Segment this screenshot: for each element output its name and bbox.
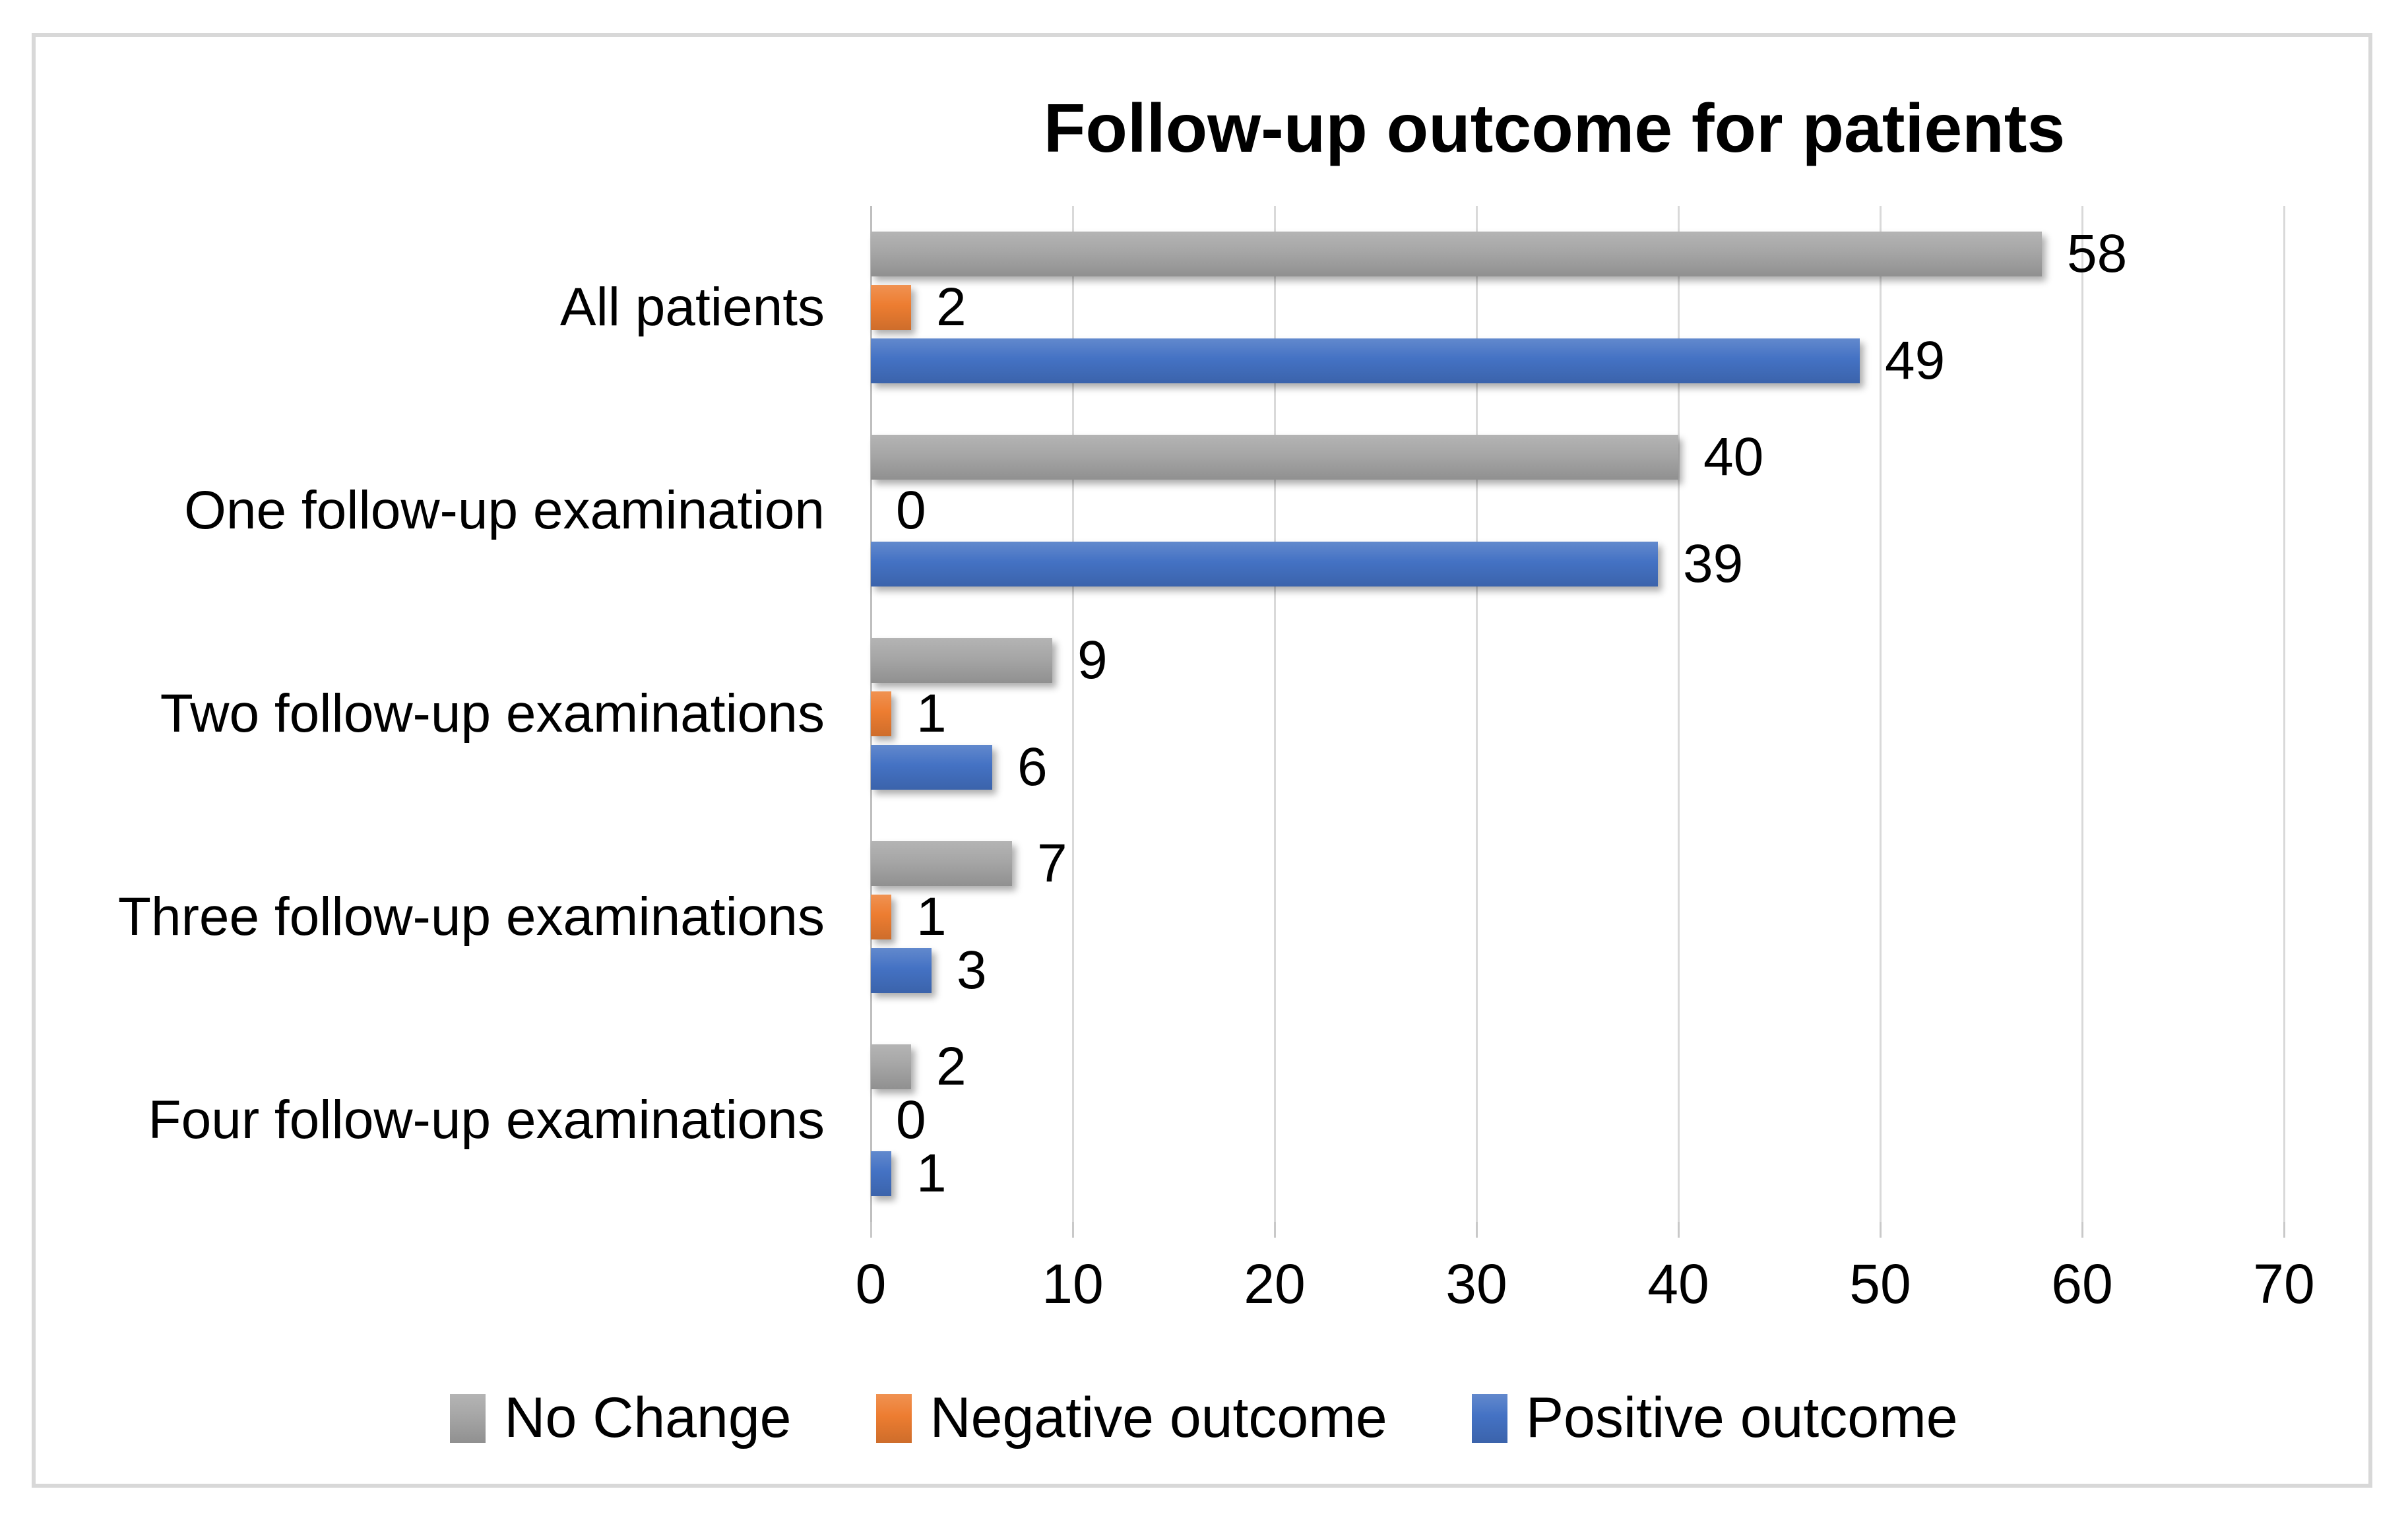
- legend-marker-icon: [1471, 1393, 1507, 1443]
- legend-item: No Change: [450, 1385, 792, 1451]
- bar-negative-outcome: [871, 691, 891, 736]
- data-label: 2: [936, 277, 966, 337]
- data-label: 1: [916, 683, 947, 744]
- x-axis-tick-label: 60: [2051, 1253, 2113, 1315]
- bar-positive-outcome: [871, 1151, 891, 1196]
- bar-no-change: [871, 638, 1052, 683]
- bar-positive-outcome: [871, 542, 1658, 587]
- axis-tick-mark: [1880, 1222, 1882, 1238]
- data-label: 0: [896, 1090, 926, 1150]
- axis-tick-mark: [2081, 1222, 2083, 1238]
- category-label: Four follow-up examinations: [148, 1090, 825, 1150]
- data-label: 1: [916, 887, 947, 947]
- axis-tick-mark: [1274, 1222, 1276, 1238]
- bar-no-change: [871, 232, 2042, 276]
- category-label: Two follow-up examinations: [160, 683, 825, 744]
- data-label: 0: [896, 480, 926, 540]
- data-label: 3: [957, 940, 987, 1000]
- category-label: One follow-up examination: [184, 480, 825, 540]
- bar-negative-outcome: [871, 285, 911, 330]
- gridline: [2283, 206, 2285, 1222]
- data-label: 2: [936, 1036, 966, 1096]
- data-label: 6: [1017, 737, 1048, 797]
- x-axis-tick-label: 70: [2253, 1253, 2315, 1315]
- plot-area: 58 2 49 40 0 39 9 1 6 7 1 3 2 0 1: [870, 206, 2285, 1222]
- x-axis-tick-label: 10: [1042, 1253, 1104, 1315]
- gridline: [1880, 206, 1882, 1222]
- bar-positive-outcome: [871, 338, 1860, 383]
- chart-title: Follow-up outcome for patients: [1043, 90, 2066, 167]
- bar-no-change: [871, 1044, 911, 1089]
- legend-item: Positive outcome: [1471, 1385, 1958, 1451]
- data-label: 39: [1683, 534, 1744, 594]
- legend-label: Negative outcome: [930, 1386, 1387, 1449]
- category-label: Three follow-up examinations: [117, 887, 825, 947]
- bar-no-change: [871, 841, 1012, 886]
- bar-positive-outcome: [871, 948, 932, 993]
- legend-item: Negative outcome: [875, 1385, 1387, 1451]
- data-label: 40: [1703, 427, 1764, 487]
- legend-label: Positive outcome: [1525, 1386, 1958, 1449]
- gridline: [1072, 206, 1074, 1222]
- legend: No Change Negative outcome Positive outcom…: [0, 1385, 2408, 1451]
- x-axis-tick-label: 30: [1445, 1253, 1507, 1315]
- gridline: [1274, 206, 1276, 1222]
- legend-label: No Change: [504, 1386, 792, 1449]
- gridline: [1476, 206, 1478, 1222]
- axis-tick-mark: [1072, 1222, 1074, 1238]
- data-label: 1: [916, 1143, 947, 1203]
- x-axis-tick-label: 50: [1849, 1253, 1911, 1315]
- data-label: 49: [1885, 331, 1946, 391]
- x-axis-tick-label: 0: [855, 1253, 887, 1315]
- bar-negative-outcome: [871, 895, 891, 939]
- data-label: 9: [1077, 630, 1108, 690]
- x-axis-tick-label: 20: [1244, 1253, 1306, 1315]
- legend-marker-icon: [875, 1393, 912, 1443]
- legend-marker-icon: [450, 1393, 486, 1443]
- bar-no-change: [871, 435, 1678, 480]
- data-label: 7: [1037, 833, 1067, 893]
- category-label: All patients: [559, 277, 825, 337]
- axis-tick-mark: [870, 1222, 872, 1238]
- axis-tick-mark: [2283, 1222, 2285, 1238]
- chart-frame-border: [32, 33, 2372, 1488]
- bar-positive-outcome: [871, 745, 992, 790]
- gridline: [2081, 206, 2083, 1222]
- x-axis-tick-label: 40: [1647, 1253, 1709, 1315]
- data-label: 58: [2067, 224, 2128, 284]
- axis-tick-mark: [1476, 1222, 1478, 1238]
- axis-tick-mark: [1678, 1222, 1680, 1238]
- gridline: [1678, 206, 1680, 1222]
